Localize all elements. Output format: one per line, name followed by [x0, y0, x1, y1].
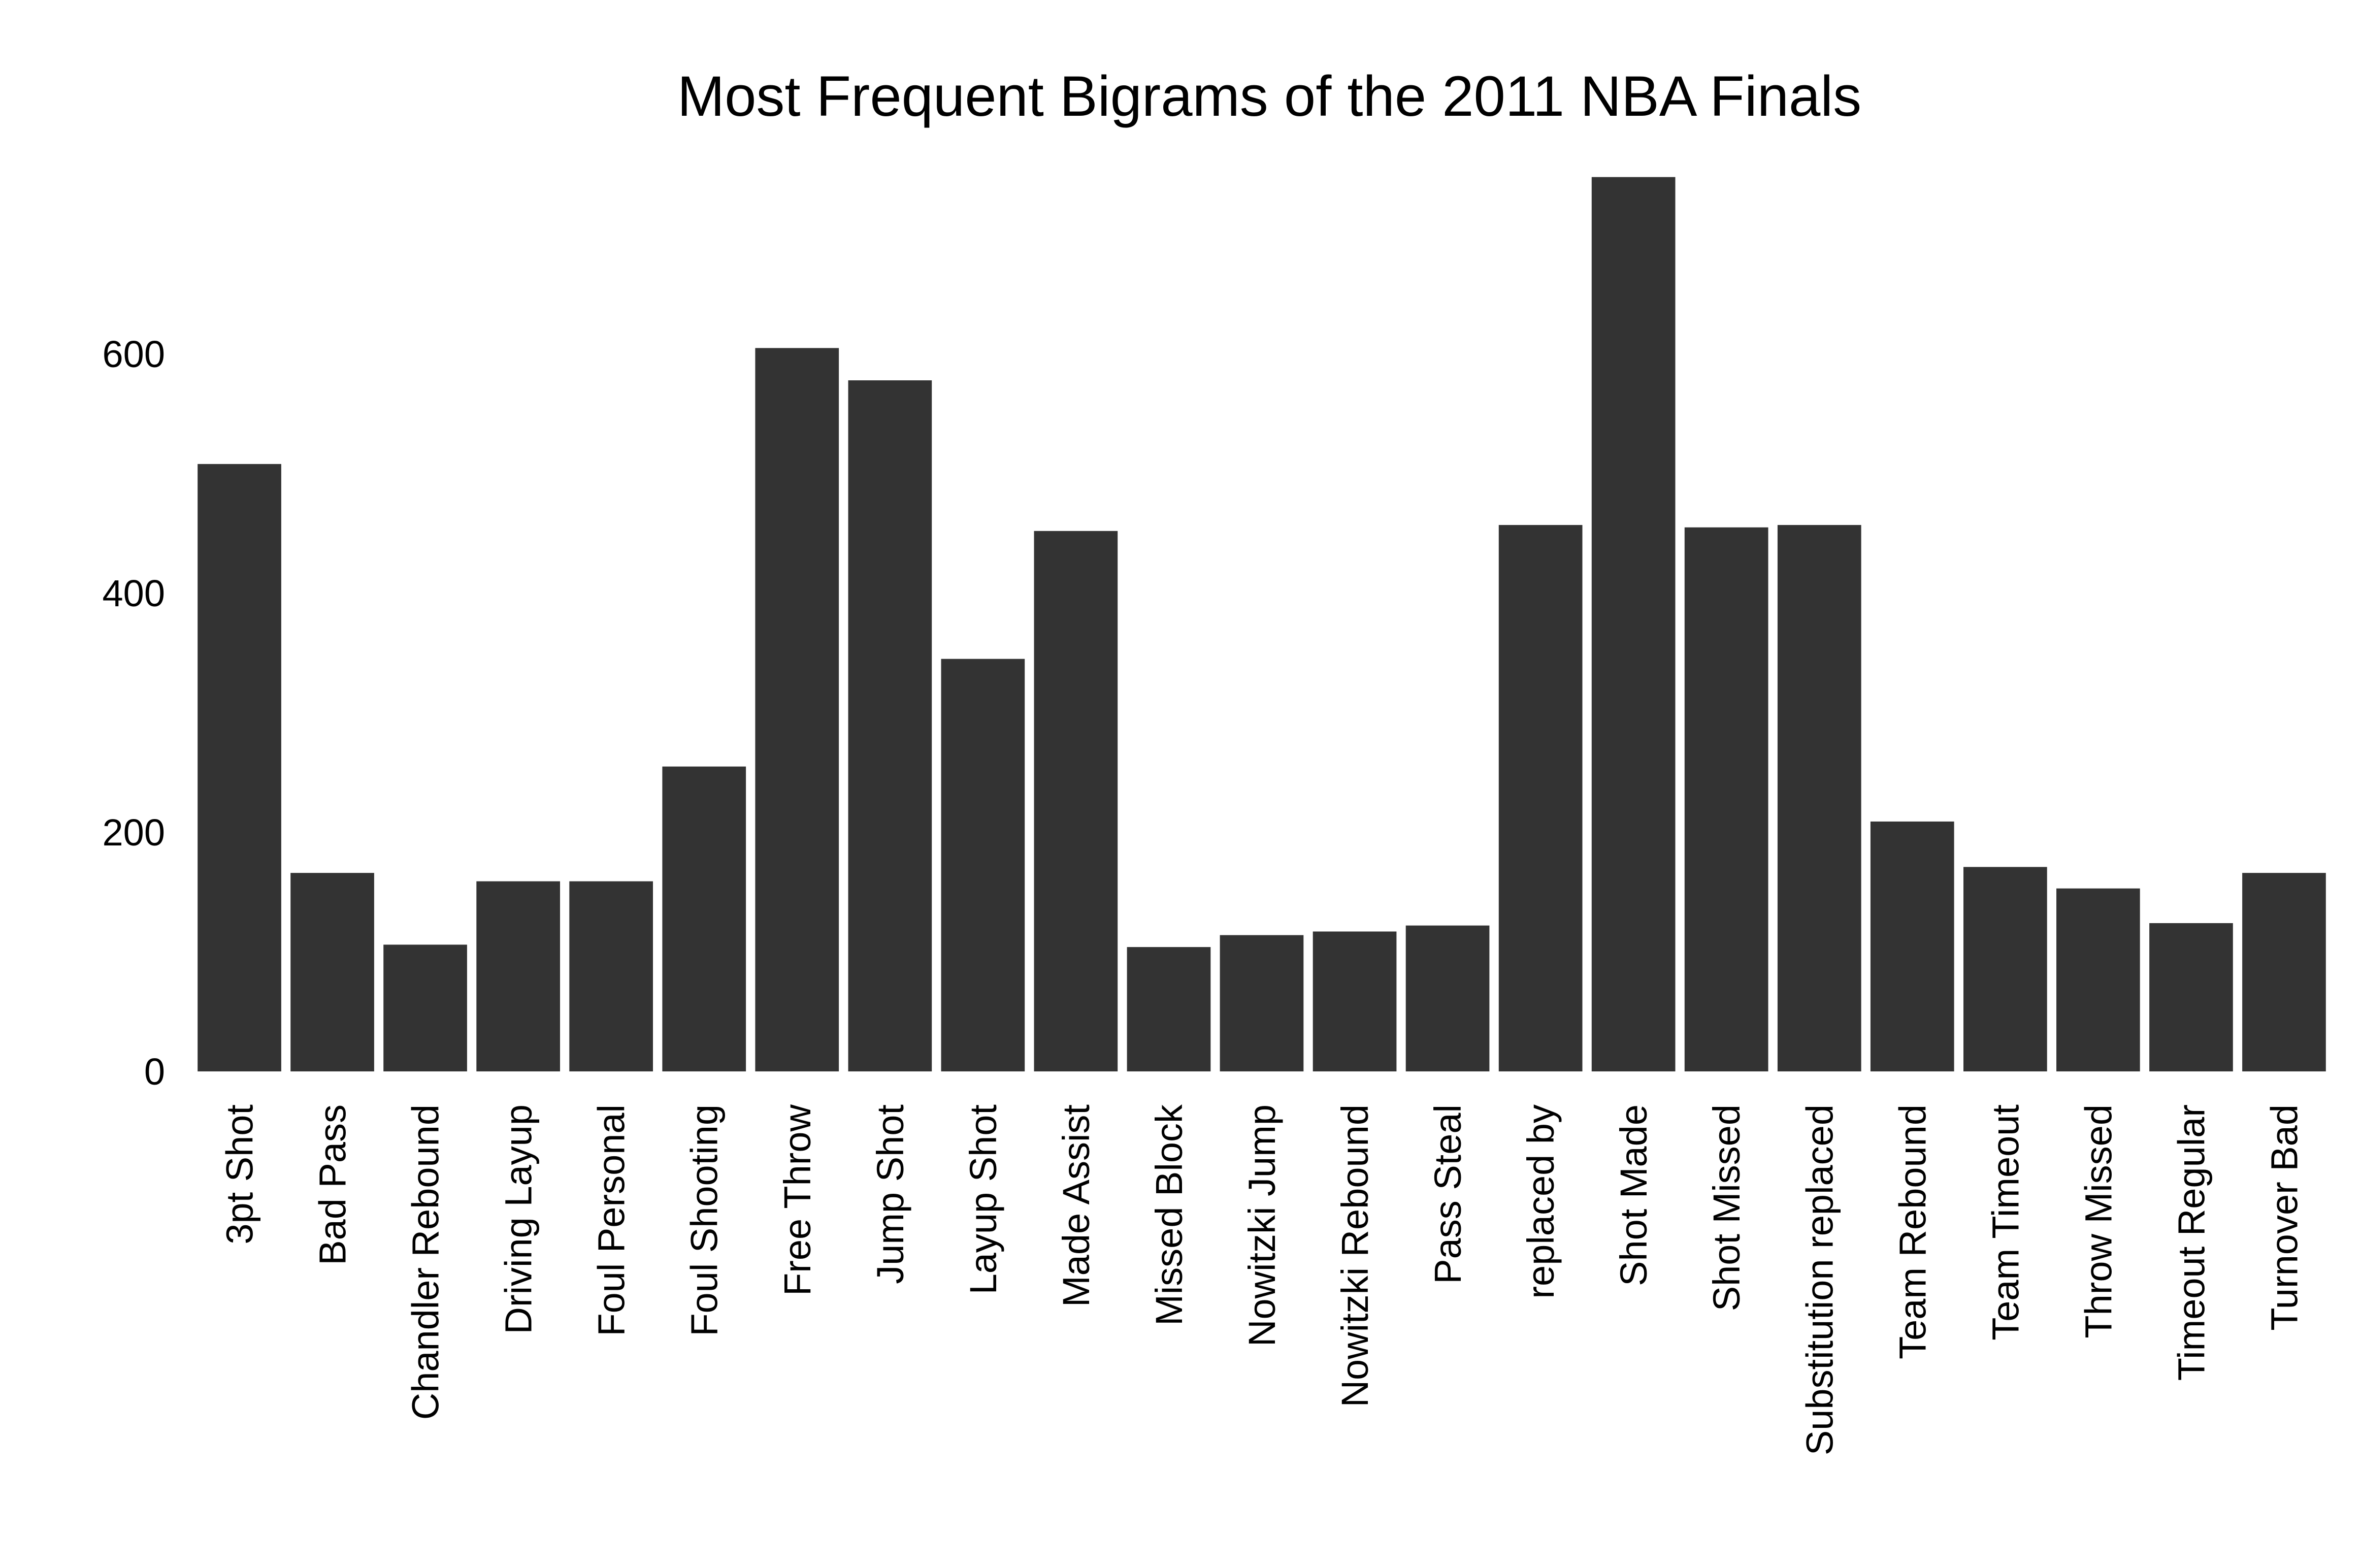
x-tick-label: Nowitzki Jump [1241, 1104, 1283, 1347]
bar [1127, 947, 1211, 1071]
x-tick-label: Shot Missed [1706, 1104, 1748, 1311]
x-tick-label: Driving Layup [498, 1104, 540, 1334]
bar [1405, 925, 1490, 1071]
y-tick-label: 0 [144, 1051, 165, 1093]
x-tick-label: Chandler Rebound [405, 1104, 447, 1420]
y-axis: 0 200 400 600 [103, 333, 165, 1093]
bar [755, 348, 839, 1071]
bar [1684, 527, 1768, 1071]
y-tick-label: 600 [103, 333, 165, 375]
x-tick-label: replaced by [1520, 1104, 1562, 1299]
x-axis: 3pt Shot Bad Pass Chandler Rebound Driving … [219, 1104, 2306, 1455]
bar [1870, 821, 1954, 1071]
bar [1777, 525, 1861, 1071]
x-tick-label: Free Throw [776, 1104, 818, 1296]
x-tick-label: Jump Shot [869, 1104, 911, 1284]
bar [1498, 525, 1583, 1071]
chart-title: Most Frequent Bigrams of the 2011 NBA Fi… [677, 64, 1861, 128]
bar [1034, 531, 1118, 1071]
bar [476, 881, 560, 1071]
bar [569, 881, 653, 1071]
bar [662, 766, 746, 1071]
bar [941, 659, 1025, 1071]
x-tick-label: Team Rebound [1891, 1104, 1933, 1359]
bar [1963, 867, 2047, 1071]
bar [2056, 888, 2140, 1071]
x-tick-label: Timeout Regular [2170, 1104, 2212, 1381]
x-tick-label: 3pt Shot [219, 1104, 261, 1245]
x-tick-label: Foul Shooting [683, 1104, 726, 1336]
bar [383, 944, 467, 1071]
x-tick-label: Throw Missed [2077, 1104, 2119, 1338]
x-tick-label: Team Timeout [1984, 1104, 2026, 1341]
bars [198, 177, 2326, 1072]
x-tick-label: Pass Steal [1427, 1104, 1469, 1284]
y-tick-label: 200 [103, 811, 165, 854]
x-tick-label: Substitution replaced [1798, 1104, 1841, 1455]
x-tick-label: Turnover Bad [2263, 1104, 2305, 1331]
x-tick-label: Bad Pass [312, 1104, 354, 1265]
bar [290, 873, 374, 1071]
bar [1591, 177, 1676, 1072]
x-tick-label: Foul Personal [591, 1104, 633, 1336]
bar [1313, 931, 1397, 1071]
bar [2149, 923, 2233, 1071]
bar [848, 380, 932, 1071]
bar [2242, 873, 2326, 1071]
x-tick-label: Missed Block [1148, 1104, 1190, 1326]
bar [1220, 935, 1304, 1071]
x-tick-label: Nowitzki Rebound [1334, 1104, 1376, 1407]
x-tick-label: Made Assist [1055, 1104, 1097, 1307]
y-tick-label: 400 [103, 572, 165, 614]
x-tick-label: Layup Shot [962, 1104, 1004, 1295]
x-tick-label: Shot Made [1613, 1104, 1655, 1286]
bar [198, 464, 281, 1071]
